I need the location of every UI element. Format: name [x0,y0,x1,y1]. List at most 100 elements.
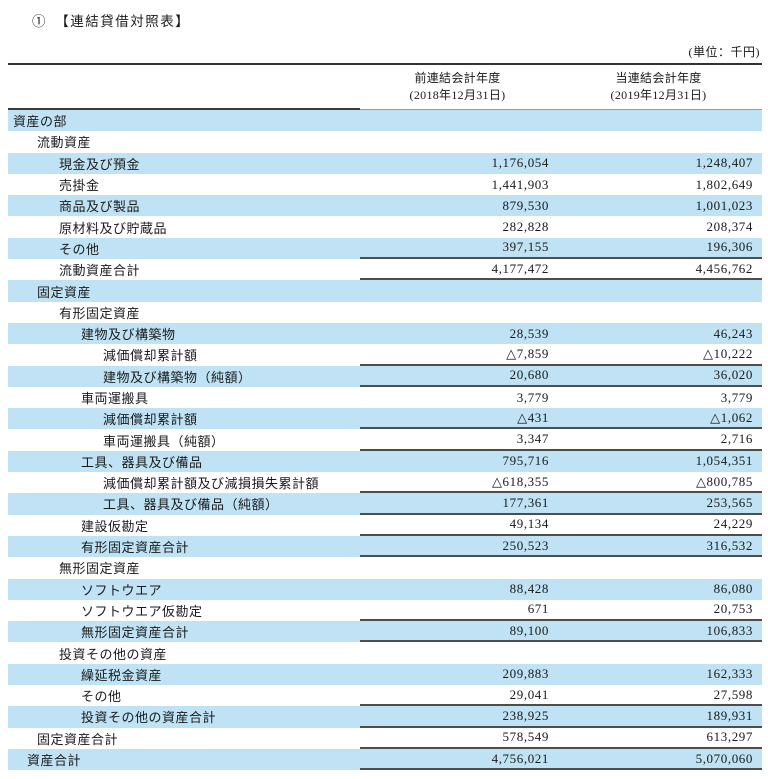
prev-year-value: 177,361 [502,494,549,510]
unit-note: (単位：千円) [8,43,762,65]
curr-year-value [555,280,762,301]
prev-year-value: 397,155 [502,239,549,255]
row-label: 工具、器具及び備品 [81,454,203,470]
curr-year-value: 196,306 [706,239,753,255]
curr-year-value [555,642,762,663]
table-row: 建物及び構築物 28,539 46,243 [8,322,762,345]
table-row: 有形固定資産合計 250,523 316,532 [8,535,762,558]
row-label: 固定資産 [37,284,92,300]
table-row: 繰延税金資産 209,883 162,333 [8,663,762,686]
table-row: 減価償却累計額 △431 △1,062 [8,408,762,430]
table-row: 原材料及び貯蔵品 282,828 208,374 [8,216,762,237]
table-row: 無形固定資産合計 89,100 106,833 [8,621,762,643]
row-label: 有形固定資産 [59,305,141,321]
row-values: 1,441,903 1,802,649 [360,174,762,195]
row-values: 3,779 3,779 [360,387,762,408]
prev-year-value: △431 [517,409,549,425]
row-values [360,131,762,152]
prev-year-date: (2018年12月31日) [409,88,506,102]
curr-year-value: 106,833 [706,622,753,638]
row-label: 投資その他の資産 [59,646,168,662]
row-label: 建設仮勘定 [81,518,149,534]
prev-year-value: 879,530 [502,197,549,213]
row-label: ソフトウエア [81,582,163,598]
row-values [360,280,762,301]
row-label: 建物及び構築物 [81,327,176,343]
table-row: 建物及び構築物（純額） 20,680 36,020 [8,365,762,387]
row-values [360,642,762,663]
row-values: 238,925 189,931 [360,706,762,728]
table-row: 流動資産合計 4,177,472 4,456,762 [8,259,762,281]
row-label: 車両運搬具（純額） [103,433,225,449]
curr-year-value: 36,020 [713,367,753,383]
curr-year-value: 253,565 [706,494,753,510]
column-header-curr-year: 当連結会計年度 (2019年12月31日) [555,65,762,109]
curr-year-value [555,131,762,152]
row-values: 89,100 106,833 [360,621,762,643]
column-header-prev-year: 前連結会計年度 (2018年12月31日) [360,65,555,109]
row-label: 資産の部 [13,114,68,130]
table-row: 流動資産 [8,131,762,152]
table-row: 商品及び製品 879,530 1,001,023 [8,195,762,217]
prev-year-value: 89,100 [509,622,549,638]
row-values: 28,539 46,243 [360,323,762,344]
curr-year-value [555,557,762,578]
curr-year-value: 162,333 [706,666,753,682]
table-row: 減価償却累計額及び減損損失累計額 △618,355 △800,785 [8,472,762,494]
row-values: 209,883 162,333 [360,664,762,685]
row-label: ソフトウエア仮勘定 [81,603,203,619]
prev-year-value: 4,177,472 [491,260,549,276]
row-label: 無形固定資産合計 [81,625,190,641]
curr-year-value: 316,532 [706,537,753,553]
table-row: 固定資産 [8,280,762,302]
row-label: 減価償却累計額及び減損損失累計額 [103,476,320,492]
table-row: 固定資産合計 578,549 613,297 [8,728,762,749]
table-row: 投資その他の資産 [8,642,762,663]
row-values [360,557,762,578]
table-row: 減価償却累計額 △7,859 △10,222 [8,344,762,366]
table-row: その他 29,041 27,598 [8,685,762,707]
row-values: 578,549 613,297 [360,728,762,749]
prev-year-value [360,302,555,323]
prev-year-value: △618,355 [491,473,549,489]
table-row: 工具、器具及び備品（純額） 177,361 253,565 [8,493,762,515]
table-body: 資産の部 流動資産 現金及び預金 1,176,054 1,248,407 売掛金 1,441… [8,110,762,771]
row-values: 49,134 24,229 [360,515,762,536]
row-label: 流動資産 [37,135,92,151]
row-values: 250,523 316,532 [360,536,762,558]
curr-year-value: 1,248,407 [695,155,753,171]
row-label: 流動資産合計 [59,263,141,279]
row-values: 1,176,054 1,248,407 [360,153,762,174]
prev-year-value [360,110,555,131]
table-row: 資産合計 4,756,021 5,070,060 [8,748,762,771]
prev-year-value: 49,134 [509,516,549,532]
table-row: その他 397,155 196,306 [8,237,762,260]
curr-year-value: 86,080 [713,581,753,597]
prev-year-value: 1,441,903 [491,176,549,192]
curr-year-value: △10,222 [703,345,753,361]
row-label: 減価償却累計額 [103,412,198,428]
curr-year-value: △800,785 [695,473,753,489]
row-values: 88,428 86,080 [360,579,762,600]
prev-year-value: 282,828 [502,219,549,235]
row-values: △7,859 △10,222 [360,344,762,366]
row-values: 671 20,753 [360,600,762,622]
page-title: ① 【連結貸借対照表】 [32,14,191,29]
prev-year-value: 29,041 [509,686,549,702]
row-values: 29,041 27,598 [360,685,762,707]
table-row: 車両運搬具（純額） 3,347 2,716 [8,429,762,451]
balance-sheet-table: (単位：千円) 前連結会計年度 (2018年12月31日) 当連結会計年度 (2… [8,43,762,771]
row-label: 工具、器具及び備品（純額） [103,497,279,513]
prev-year-value: 3,779 [516,389,549,405]
row-values: 3,347 2,716 [360,429,762,451]
table-row: 資産の部 [8,110,762,132]
row-values: △431 △1,062 [360,408,762,430]
curr-year-value: 5,070,060 [695,750,753,766]
table-row: ソフトウエア仮勘定 671 20,753 [8,600,762,622]
prev-year-value: 250,523 [502,537,549,553]
row-label: 減価償却累計額 [103,348,198,364]
curr-year-value: 1,001,023 [695,197,753,213]
row-values: 397,155 196,306 [360,238,762,260]
curr-year-value: 613,297 [706,729,753,745]
